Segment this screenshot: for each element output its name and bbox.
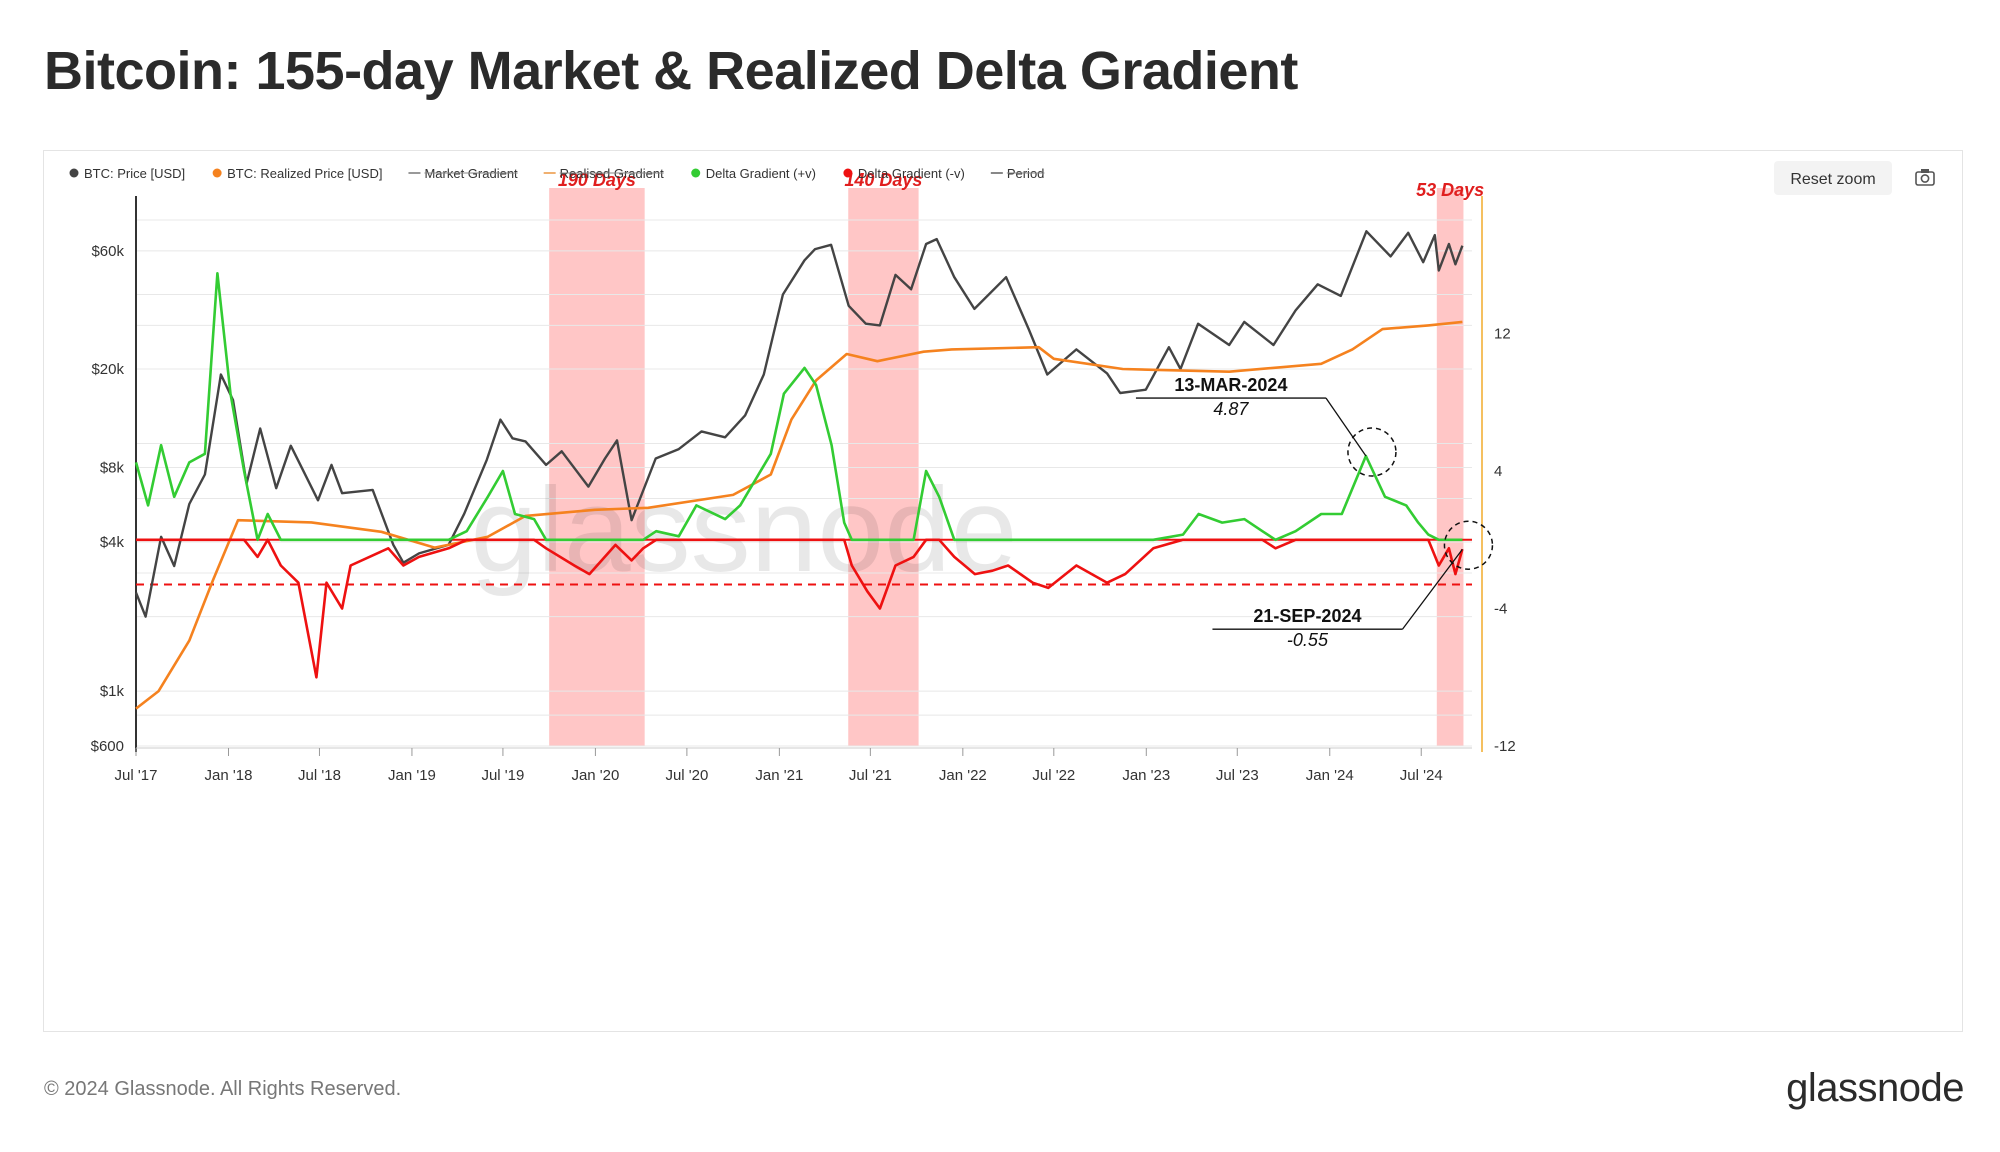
x-tick-label-8: Jul '21: [849, 767, 892, 784]
legend-item-0[interactable]: BTC: Price [USD]: [69, 166, 186, 181]
legend-item-1[interactable]: BTC: Realized Price [USD]: [212, 166, 383, 181]
y-tick-right-3: 12: [1494, 326, 1511, 343]
x-tick-label-7: Jan '21: [755, 767, 803, 784]
legend-symbol-0: [69, 168, 79, 178]
y-tick-left-2: $4k: [100, 534, 125, 551]
x-tick-label-14: Jul '24: [1400, 767, 1443, 784]
legend-item-3[interactable]: Realised Gradient: [543, 166, 664, 181]
y-tick-left-0: $600: [91, 738, 124, 755]
legend-symbol-5: [843, 168, 853, 178]
x-tick-label-12: Jul '23: [1216, 767, 1259, 784]
legend-symbol-4: [691, 168, 701, 178]
annotation-date-1: 21-SEP-2024: [1253, 606, 1361, 626]
chart-container: 190 Days 140 Days 53 Days glassnode $600 $1…: [43, 150, 1963, 1032]
brand-logo: glassnode: [1786, 1066, 1964, 1110]
y-tick-left-3: $8k: [100, 460, 125, 477]
x-tick-label-9: Jan '22: [939, 767, 987, 784]
period-label-1: 140 Days: [844, 170, 922, 190]
x-tick-label-0: Jul '17: [115, 767, 158, 784]
watermark: glassnode: [470, 463, 1017, 597]
legend-label-0: BTC: Price [USD]: [84, 166, 185, 181]
legend-item-6[interactable]: Period: [990, 166, 1045, 181]
series-line-0: [134, 230, 1464, 618]
annotation-circle-0: [1347, 427, 1397, 477]
grid-lines: [136, 219, 1472, 747]
y-tick-right-0: -12: [1494, 738, 1516, 755]
y-tick-left-5: $60k: [91, 243, 124, 260]
period-label-0: 190 Days: [558, 170, 636, 190]
legend-item-2[interactable]: Market Gradient: [408, 166, 518, 181]
copyright-text: © 2024 Glassnode. All Rights Reserved.: [44, 1078, 402, 1100]
reset-zoom-button[interactable]: [1774, 161, 1892, 195]
page-title: Bitcoin: 155-day Market & Realized Delta…: [44, 41, 1298, 101]
x-tick-label-11: Jan '23: [1122, 767, 1170, 784]
legend-label-1: BTC: Realized Price [USD]: [227, 166, 382, 181]
annotation-circle-1: [1443, 520, 1494, 570]
series-delta-positive: [134, 272, 1463, 542]
legend-label-4: Delta Gradient (+v): [706, 166, 816, 181]
x-tick-label-5: Jan '20: [571, 767, 619, 784]
annotation-value-1: -0.55: [1287, 630, 1329, 650]
annotation-leader-0: [1325, 397, 1367, 457]
annotation-value-0: 4.87: [1213, 399, 1249, 419]
axes: $600 $1k $4k $8k $20k $60k -12 -4 4 12 Jul '17 Jan …: [91, 196, 1516, 784]
x-tick-label-2: Jul '18: [298, 767, 341, 784]
x-tick-label-13: Jan '24: [1306, 767, 1354, 784]
legend-symbol-1: [212, 168, 222, 178]
legend-item-5[interactable]: Delta Gradient (-v): [843, 166, 965, 181]
chart-svg: 190 Days 140 Days 53 Days glassnode $600 $1…: [69, 161, 1935, 784]
period-bands: 190 Days 140 Days 53 Days: [549, 170, 1484, 746]
x-tick-label-4: Jul '19: [481, 767, 524, 784]
x-tick-label-10: Jul '22: [1032, 767, 1075, 784]
annotation-date-0: 13-MAR-2024: [1174, 375, 1287, 395]
annotations: 13-MAR-2024 4.87 21-SEP-2024 -0.55: [1135, 375, 1494, 650]
reset-zoom-label: Reset zoom: [1790, 171, 1875, 188]
y-tick-right-2: 4: [1494, 463, 1502, 480]
camera-icon[interactable]: [1915, 169, 1935, 186]
series-line-1: [135, 320, 1463, 710]
period-band-2: [1436, 188, 1464, 746]
legend-label-5: Delta Gradient (-v): [858, 166, 965, 181]
x-tick-label-3: Jan '19: [388, 767, 436, 784]
legend-item-4[interactable]: Delta Gradient (+v): [691, 166, 816, 181]
period-band-0: [549, 188, 645, 746]
x-tick-label-1: Jan '18: [205, 767, 253, 784]
chart-toolbar: Reset zoom: [1774, 161, 1935, 195]
series-group: [134, 230, 1464, 710]
period-band-1: [848, 188, 919, 746]
series-delta-negative: [136, 538, 1464, 679]
annotation-leader-1: [1401, 548, 1463, 630]
legend[interactable]: BTC: Price [USD] BTC: Realized Price [USD…: [69, 166, 1045, 181]
y-tick-left-1: $1k: [100, 683, 125, 700]
y-tick-left-4: $20k: [91, 361, 124, 378]
x-tick-label-6: Jul '20: [665, 767, 708, 784]
period-label-2: 53 Days: [1416, 180, 1484, 200]
y-tick-right-1: -4: [1494, 601, 1507, 618]
